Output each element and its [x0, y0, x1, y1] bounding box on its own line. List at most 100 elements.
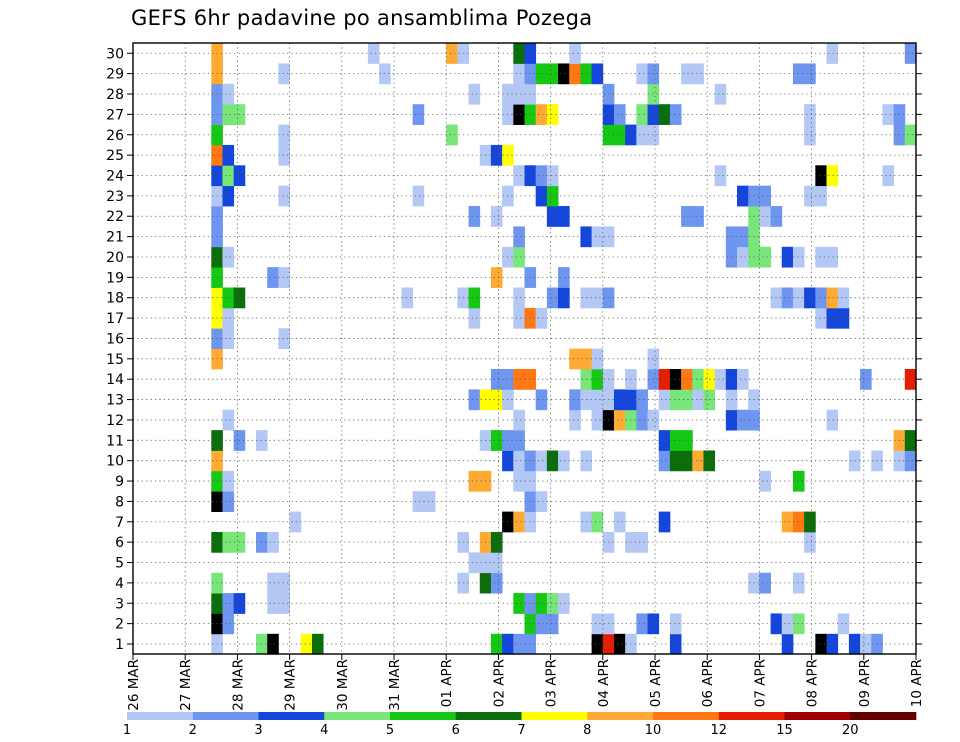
heatmap-cell [692, 206, 704, 227]
heatmap-cell [535, 307, 548, 329]
heatmap-cell [513, 430, 525, 451]
heatmap-cell [904, 430, 917, 451]
heatmap-cell [535, 593, 548, 614]
heatmap-cell [513, 287, 525, 309]
y-tick-label: 28 [106, 87, 124, 103]
chart-title: GEFS 6hr padavine po ansamblima Pozega [131, 6, 593, 30]
heatmap-cell [826, 287, 839, 309]
heatmap-cell [524, 267, 537, 288]
heatmap-cell [535, 491, 548, 512]
colorbar-swatch [718, 712, 785, 720]
heatmap-cell [681, 430, 693, 451]
x-tick-label: 03 APR [544, 659, 560, 707]
heatmap-cell [490, 531, 503, 553]
y-tick-label: 20 [106, 250, 124, 266]
heatmap-cell [222, 144, 235, 166]
heatmap-cell [815, 307, 827, 329]
heatmap-cell [737, 369, 749, 390]
heatmap-cell [636, 124, 648, 146]
y-tick-label: 2 [115, 617, 124, 633]
heatmap-cell [692, 369, 704, 390]
heatmap-cell [669, 389, 682, 411]
heatmap-cell [826, 633, 839, 655]
heatmap-cell [546, 613, 559, 635]
heatmap-cell [222, 307, 235, 329]
heatmap-cell [759, 246, 771, 268]
heatmap-cell [278, 593, 290, 614]
heatmap-cell [535, 450, 548, 472]
heatmap-cell [535, 389, 548, 411]
heatmap-cell [658, 450, 671, 472]
heatmap-cell [815, 246, 827, 268]
y-tick-label: 17 [106, 311, 124, 327]
heatmap-cell [904, 450, 917, 472]
heatmap-cell [256, 633, 268, 655]
x-tick-label: 30 MAR [335, 659, 351, 711]
heatmap-cell [524, 613, 537, 635]
y-tick-label: 15 [106, 352, 124, 368]
heatmap-cell [781, 613, 794, 635]
heatmap-cell [524, 470, 537, 492]
heatmap-cell [669, 450, 682, 472]
heatmap-cell [804, 531, 816, 553]
heatmap-cell [636, 531, 648, 553]
heatmap-cell [535, 104, 548, 125]
heatmap-cell [535, 165, 548, 187]
y-tick-label: 7 [115, 515, 124, 531]
heatmap-cell [535, 613, 548, 635]
heatmap-cell [658, 104, 671, 125]
y-tick-label: 4 [115, 576, 124, 592]
heatmap-cell [524, 369, 537, 390]
heatmap-cell [412, 491, 425, 512]
heatmap-cell [591, 389, 604, 411]
y-tick-label: 9 [115, 474, 124, 490]
plot-frame [132, 42, 917, 655]
heatmap-cell [826, 43, 839, 64]
heatmap-cell [278, 124, 290, 146]
heatmap-cell [804, 185, 816, 207]
heatmap-cell [289, 511, 302, 533]
heatmap-cell [222, 83, 235, 105]
heatmap-cell [591, 348, 604, 370]
heatmap-cell [781, 246, 794, 268]
y-tick-label: 6 [115, 535, 124, 551]
heatmap-cell [692, 389, 704, 411]
heatmap-cell [490, 144, 503, 166]
heatmap-cell [490, 572, 503, 594]
heatmap-cell [904, 124, 917, 146]
heatmap-cell [513, 450, 525, 472]
heatmap-cell [278, 63, 290, 85]
heatmap-cell [804, 511, 816, 533]
y-tick-label: 21 [106, 230, 124, 246]
heatmap-cell [681, 369, 693, 390]
heatmap-cell [513, 409, 525, 431]
y-tick-label: 8 [115, 494, 124, 510]
heatmap-cell [591, 613, 604, 635]
heatmap-cell [826, 307, 839, 329]
heatmap-cell [826, 165, 839, 187]
heatmap-cell [703, 450, 716, 472]
y-tick-label: 22 [106, 209, 124, 225]
heatmap-cell [513, 226, 525, 248]
heatmap-cell [669, 613, 682, 635]
heatmap-cell [278, 328, 290, 350]
heatmap-cell [759, 206, 771, 227]
colorbar-swatch [455, 712, 522, 720]
heatmap-cell [222, 328, 235, 350]
y-tick-label: 30 [106, 46, 124, 62]
heatmap-cell [759, 572, 771, 594]
heatmap-cell [591, 369, 604, 390]
heatmap-cell [681, 450, 693, 472]
y-tick-label: 10 [106, 454, 124, 470]
heatmap-cell [546, 593, 559, 614]
heatmap-cell [703, 389, 716, 411]
heatmap-cell [669, 430, 682, 451]
heatmap-cell [412, 104, 425, 125]
heatmap-cell [792, 613, 805, 635]
heatmap-cell [524, 593, 537, 614]
heatmap-cell [591, 287, 604, 309]
heatmap-cell [524, 307, 537, 329]
y-tick-label: 19 [106, 270, 124, 286]
heatmap-cell [792, 63, 805, 85]
